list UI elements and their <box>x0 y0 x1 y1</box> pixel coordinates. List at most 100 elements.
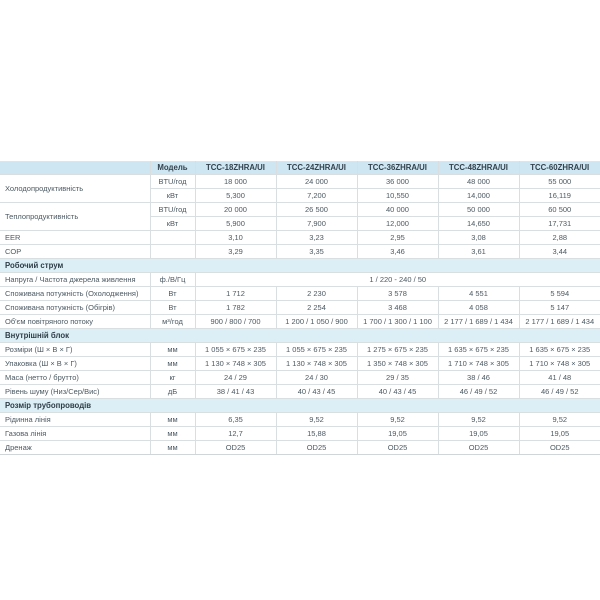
section-title: Розмір трубопроводів <box>0 398 600 413</box>
row-label-heating: Теплопродуктивність <box>0 202 150 231</box>
row-label-weight: Маса (нетто / брутто) <box>0 370 150 385</box>
value-cell: 3,23 <box>275 230 357 245</box>
value-cell: 3,10 <box>194 230 276 245</box>
value-cell: 29 / 35 <box>356 370 438 385</box>
value-cell: 2 177 / 1 689 / 1 434 <box>437 314 519 329</box>
value-cell: 4 551 <box>437 286 519 301</box>
value-cell: 1 055 × 675 × 235 <box>275 342 357 357</box>
value-cell: 46 / 49 / 52 <box>518 384 600 399</box>
unit-cell: Вт <box>149 300 195 315</box>
section-row-indoor: Внутрішній блок <box>0 328 600 343</box>
value-cell: 14,650 <box>437 216 519 231</box>
row-label-liquid: Рідинна лінія <box>0 412 150 427</box>
model-name: TCC-24ZHRA/UI <box>275 161 357 175</box>
value-cell: 2 254 <box>275 300 357 315</box>
unit-cell: мм <box>149 412 195 427</box>
value-cell: 10,550 <box>356 188 438 203</box>
value-cell: 5,300 <box>194 188 276 203</box>
value-cell: 7,200 <box>275 188 357 203</box>
value-cell: 7,900 <box>275 216 357 231</box>
unit-cell: BTU/год <box>149 202 195 217</box>
value-cell: 18 000 <box>194 174 276 189</box>
value-cell: 3 578 <box>356 286 438 301</box>
value-cell: 40 / 43 / 45 <box>275 384 357 399</box>
value-cell: 14,000 <box>437 188 519 203</box>
value-cell: 36 000 <box>356 174 438 189</box>
value-cell: 12,7 <box>194 426 276 441</box>
value-cell: 2,95 <box>356 230 438 245</box>
value-cell: 9,52 <box>356 412 438 427</box>
row-label-noise: Рівень шуму (Низ/Сер/Вис) <box>0 384 150 399</box>
row-label-airflow: Об'єм повітряного потоку <box>0 314 150 329</box>
value-cell: OD25 <box>194 440 276 455</box>
value-cell: 24 / 30 <box>275 370 357 385</box>
value-cell: 2,88 <box>518 230 600 245</box>
unit-cell: кВт <box>149 216 195 231</box>
table-row: Холодопродуктивність BTU/год 18 000 24 0… <box>0 174 600 203</box>
table-row: COP 3,29 3,35 3,46 3,61 3,44 <box>0 244 600 259</box>
section-row-current: Робочий струм <box>0 258 600 273</box>
unit-cell <box>149 244 195 259</box>
value-cell: 3,46 <box>356 244 438 259</box>
value-cell: 46 / 49 / 52 <box>437 384 519 399</box>
value-cell: 5,900 <box>194 216 276 231</box>
header-empty-cell <box>0 161 150 175</box>
row-label-power-cooling: Споживана потужність (Охолодження) <box>0 286 150 301</box>
value-cell: 17,731 <box>518 216 600 231</box>
value-cell: 3,08 <box>437 230 519 245</box>
value-cell: 38 / 46 <box>437 370 519 385</box>
value-cell: 9,52 <box>437 412 519 427</box>
value-cell: 50 000 <box>437 202 519 217</box>
row-label-packing: Упаковка (Ш × В × Г) <box>0 356 150 371</box>
value-cell: 1 275 × 675 × 235 <box>356 342 438 357</box>
row-label-drain: Дренаж <box>0 440 150 455</box>
table-row: Упаковка (Ш × В × Г) мм 1 130 × 748 × 30… <box>0 356 600 371</box>
value-cell: 3,29 <box>194 244 276 259</box>
value-cell: 3 468 <box>356 300 438 315</box>
value-cell: 9,52 <box>275 412 357 427</box>
value-cell: 48 000 <box>437 174 519 189</box>
model-name: TCC-48ZHRA/UI <box>437 161 519 175</box>
value-cell: 1 635 × 675 × 235 <box>518 342 600 357</box>
value-cell: 3,35 <box>275 244 357 259</box>
value-cell: 2 230 <box>275 286 357 301</box>
table-row: Теплопродуктивність BTU/год 20 000 26 50… <box>0 202 600 231</box>
unit-cell: кВт <box>149 188 195 203</box>
table-row: EER 3,10 3,23 2,95 3,08 2,88 <box>0 230 600 245</box>
table-row: Газова лінія мм 12,7 15,88 19,05 19,05 1… <box>0 426 600 441</box>
value-cell: 1 055 × 675 × 235 <box>194 342 276 357</box>
value-cell: 2 177 / 1 689 / 1 434 <box>518 314 600 329</box>
model-name: TCC-18ZHRA/UI <box>194 161 276 175</box>
model-name: TCC-36ZHRA/UI <box>356 161 438 175</box>
value-cell: 1 712 <box>194 286 276 301</box>
table-row: Споживана потужність (Обігрів) Вт 1 782 … <box>0 300 600 315</box>
table-row: Споживана потужність (Охолодження) Вт 1 … <box>0 286 600 301</box>
value-cell: 3,61 <box>437 244 519 259</box>
value-cell: 1 350 × 748 × 305 <box>356 356 438 371</box>
table-row: Об'єм повітряного потоку м³/год 900 / 80… <box>0 314 600 329</box>
value-cell: 19,05 <box>437 426 519 441</box>
unit-cell: ф./В/Гц <box>149 272 195 287</box>
value-cell: 41 / 48 <box>518 370 600 385</box>
value-cell: 1 700 / 1 300 / 1 100 <box>356 314 438 329</box>
unit-cell: кг <box>149 370 195 385</box>
model-name: TCC-60ZHRA/UI <box>518 161 600 175</box>
table-row: Напруга / Частота джерела живлення ф./В/… <box>0 272 600 287</box>
value-cell: 1 635 × 675 × 235 <box>437 342 519 357</box>
value-cell: 38 / 41 / 43 <box>194 384 276 399</box>
spec-table: Модель TCC-18ZHRA/UI TCC-24ZHRA/UI TCC-3… <box>0 161 600 455</box>
value-cell: 26 500 <box>275 202 357 217</box>
value-cell: 19,05 <box>518 426 600 441</box>
value-cell-merged: 1 / 220 - 240 / 50 <box>194 272 600 287</box>
table-row: кВт 5,900 7,900 12,000 14,650 17,731 <box>0 216 600 231</box>
table-row: Дренаж мм OD25 OD25 OD25 OD25 OD25 <box>0 440 600 455</box>
value-cell: 5 594 <box>518 286 600 301</box>
value-cell: 24 000 <box>275 174 357 189</box>
section-title: Внутрішній блок <box>0 328 600 343</box>
unit-cell: дБ <box>149 384 195 399</box>
value-cell: 1 782 <box>194 300 276 315</box>
section-title: Робочий струм <box>0 258 600 273</box>
value-cell: OD25 <box>518 440 600 455</box>
table-row: Маса (нетто / брутто) кг 24 / 29 24 / 30… <box>0 370 600 385</box>
table-row: Розміри (Ш × В × Г) мм 1 055 × 675 × 235… <box>0 342 600 357</box>
